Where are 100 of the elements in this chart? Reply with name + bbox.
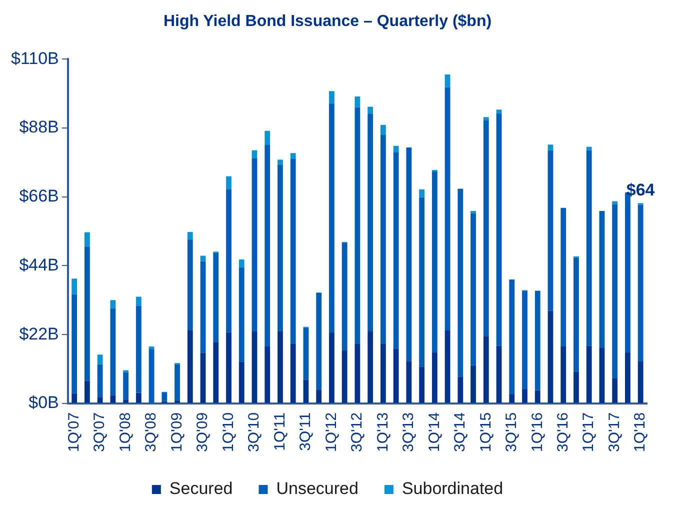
chart-title: High Yield Bond Issuance – Quarterly ($bn) (163, 13, 492, 30)
bar (393, 146, 399, 152)
bar (238, 267, 244, 362)
x-tick-label: 1Q'14 (426, 412, 443, 452)
bar (470, 210, 476, 214)
bar (368, 106, 374, 114)
x-tick-label: 3Q'09 (194, 412, 212, 452)
x-tick-label: 3Q'12 (348, 412, 366, 452)
bar (419, 189, 424, 198)
bar (148, 348, 154, 403)
bar (187, 239, 193, 331)
bar (174, 400, 180, 403)
bar (522, 290, 528, 390)
bar (483, 336, 489, 403)
bar (136, 296, 142, 306)
x-tick-label: 1Q'10 (220, 412, 237, 452)
bar (264, 144, 270, 346)
bar (264, 130, 270, 145)
bar (496, 110, 502, 114)
bar (444, 330, 450, 403)
bar (483, 117, 489, 121)
bar (599, 348, 605, 403)
y-tick-label: $66B (19, 186, 59, 206)
bar (483, 120, 489, 336)
bar (496, 346, 502, 403)
x-tick-label: 3Q'07 (91, 412, 108, 452)
bar (444, 87, 450, 331)
bar (638, 362, 644, 403)
x-tick-label: 3Q'17 (606, 412, 623, 452)
x-tick-label: 3Q'13 (400, 412, 418, 452)
bar (187, 330, 193, 403)
bar (72, 278, 78, 294)
bar (72, 393, 78, 403)
x-tick-label: 1Q'17 (580, 412, 598, 452)
x-tick-label: 3Q'10 (246, 412, 263, 452)
bar (110, 308, 116, 396)
y-tick-label: $22B (19, 324, 59, 344)
bar (200, 352, 206, 403)
bar (612, 201, 618, 204)
bar (187, 232, 193, 240)
bar (252, 158, 258, 332)
bar (213, 342, 219, 403)
bar (470, 365, 476, 403)
bar (84, 232, 90, 247)
bar (72, 294, 78, 394)
bar (638, 204, 644, 362)
bar (599, 210, 605, 348)
bar (368, 331, 374, 403)
bar (174, 364, 180, 400)
x-tick-label: 3Q'15 (503, 412, 520, 452)
bar (238, 362, 244, 403)
x-tick-label: 1Q'12 (322, 412, 340, 452)
bar (278, 331, 283, 403)
bar (574, 258, 579, 372)
bar (97, 397, 103, 403)
bar (303, 380, 309, 403)
bar (534, 390, 540, 403)
bar (316, 292, 322, 390)
bar (560, 208, 566, 346)
bar (329, 103, 334, 332)
bar (393, 152, 399, 349)
bar (342, 242, 348, 351)
bar (612, 204, 618, 378)
bar (290, 159, 296, 344)
bar (97, 364, 103, 398)
bar (509, 280, 515, 394)
x-tick-label: 1Q'16 (528, 412, 546, 452)
x-tick-label: 1Q'09 (168, 412, 186, 452)
x-tick-label: 1Q'18 (632, 412, 649, 452)
bar (406, 361, 412, 403)
bar (624, 352, 630, 403)
bar (586, 146, 592, 150)
bar (162, 392, 168, 402)
bar (444, 74, 450, 88)
x-tick-label: 3Q'08 (142, 412, 160, 452)
legend-label: Unsecured (276, 479, 358, 498)
bar (200, 261, 206, 353)
bar (329, 332, 334, 403)
bar (560, 346, 566, 403)
x-tick-label: 3Q'16 (554, 412, 572, 452)
bar (226, 189, 232, 332)
bar (432, 172, 438, 352)
x-tick-label: 1Q'11 (271, 412, 288, 451)
annotation: $64 (626, 180, 656, 200)
bar (548, 310, 554, 403)
y-tick-label: $88B (19, 118, 59, 137)
bar (380, 134, 386, 344)
bar (84, 380, 90, 403)
bar (368, 114, 374, 332)
bar (419, 366, 424, 403)
bar (316, 390, 322, 403)
y-tick-label: $44B (19, 255, 59, 274)
bar (354, 344, 360, 403)
x-tick-label: 1Q'13 (374, 412, 392, 452)
bar (432, 352, 438, 403)
bar (110, 395, 116, 403)
x-tick-label: 1Q'08 (116, 412, 134, 452)
bar (148, 346, 154, 349)
bar (380, 124, 386, 135)
bar (278, 164, 283, 332)
